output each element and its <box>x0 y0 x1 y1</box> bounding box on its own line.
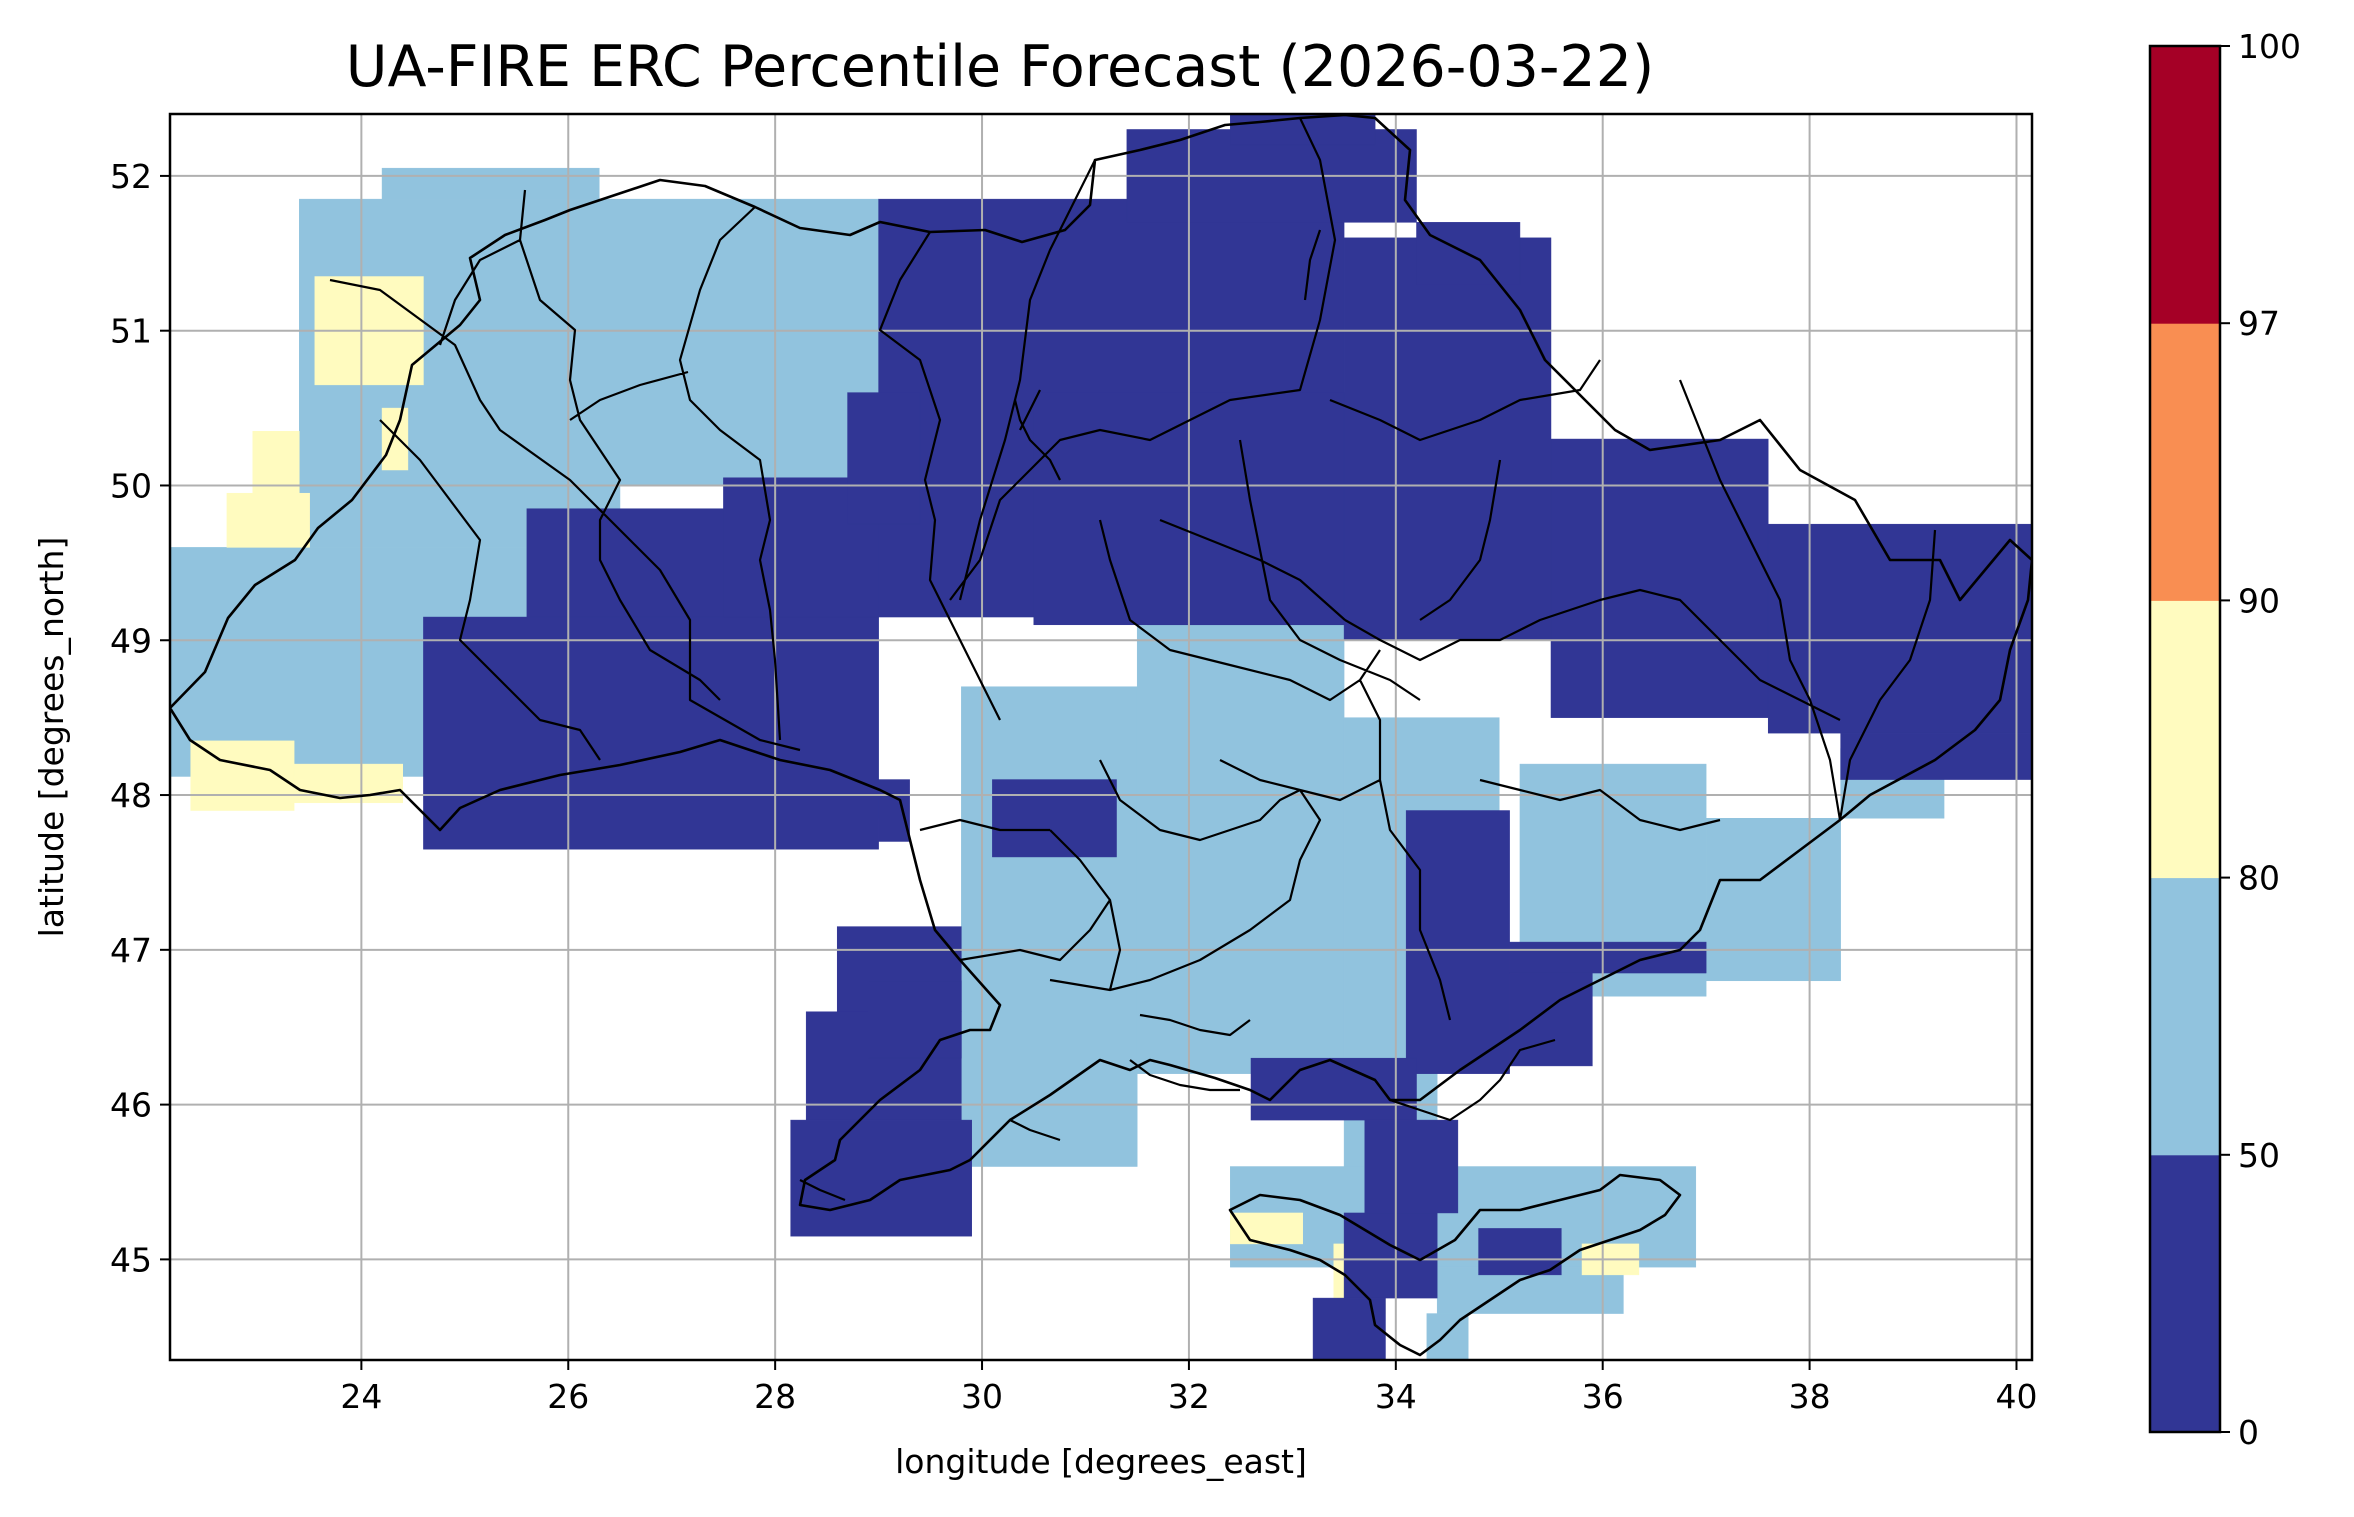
raster-cell-block <box>878 779 910 842</box>
raster-cell-block <box>790 1119 972 1237</box>
colorbar-segment <box>2150 600 2220 879</box>
colorbar-tick-label: 97 <box>2238 304 2280 343</box>
raster-cell-block <box>381 167 600 200</box>
x-tick-label: 34 <box>1375 1377 1417 1416</box>
x-tick-label: 38 <box>1789 1377 1831 1416</box>
colorbar-tick-label: 80 <box>2238 859 2280 898</box>
raster-cell-block <box>1767 523 2032 734</box>
plot-frame <box>168 112 2034 1362</box>
raster-cell-block <box>1312 1297 1386 1360</box>
x-axis-ticks: 24 26 28 30 32 34 36 38 40 <box>340 1360 2037 1416</box>
raster-cell-block <box>1550 438 1769 718</box>
x-tick-label: 40 <box>1995 1377 2037 1416</box>
raster-cell-block <box>1405 810 1510 1074</box>
raster-cell-block <box>1230 114 1376 146</box>
x-tick-label: 36 <box>1582 1377 1624 1416</box>
colorbar-tick-label: 50 <box>2238 1136 2280 1175</box>
y-tick-label: 49 <box>110 621 152 660</box>
raster-cell-block <box>1840 732 2032 780</box>
crimea-border <box>1228 1173 1682 1357</box>
y-axis-ticks: 45 46 47 48 49 50 51 52 <box>110 157 170 1279</box>
raster-cell-block <box>1426 1313 1469 1360</box>
x-tick-label: 24 <box>340 1377 382 1416</box>
raster-cell-block <box>868 980 962 1059</box>
raster-cell-block <box>847 392 921 525</box>
colorbar: 0 50 80 90 97 100 <box>2148 27 2301 1452</box>
colorbar-tick-label: 100 <box>2238 27 2301 66</box>
y-tick-label: 45 <box>110 1240 152 1279</box>
y-tick-label: 52 <box>110 157 152 196</box>
colorbar-segment <box>2150 46 2220 324</box>
raster-cell-block <box>961 686 1138 1167</box>
raster-cell-block <box>1509 972 1593 1067</box>
y-tick-label: 50 <box>110 466 152 505</box>
raster-cell-block <box>1478 1228 1562 1276</box>
raster-cell-block <box>1343 237 1552 641</box>
country-border <box>170 114 2032 1212</box>
raster-cell-block <box>1509 941 1707 974</box>
raster-cell-block <box>1250 1057 1417 1121</box>
y-axis-label: latitude [degrees_north] <box>32 537 71 938</box>
x-tick-label: 28 <box>754 1377 796 1416</box>
y-tick-label: 51 <box>110 312 152 351</box>
colorbar-segment <box>2150 323 2220 601</box>
x-tick-label: 30 <box>961 1377 1003 1416</box>
y-tick-label: 47 <box>110 931 152 970</box>
admin-boundaries <box>170 114 2032 1357</box>
colorbar-tick-label: 0 <box>2238 1413 2259 1452</box>
y-tick-label: 46 <box>110 1086 152 1125</box>
raster-cell-block <box>226 492 310 548</box>
x-tick-label: 26 <box>547 1377 589 1416</box>
chart-title: UA-FIRE ERC Percentile Forecast (2026-03… <box>346 34 1654 100</box>
colorbar-segment <box>2150 877 2220 1156</box>
colorbar-frame <box>2148 44 2222 1434</box>
colorbar-tick-label: 90 <box>2238 581 2280 620</box>
x-axis-label: longitude [degrees_east] <box>895 1442 1307 1481</box>
oblast-borders <box>329 117 1937 1021</box>
x-tick-label: 32 <box>1168 1377 1210 1416</box>
azov-coast <box>799 1013 1556 1202</box>
raster-cell-block <box>1136 624 1345 1074</box>
raster-cell-block <box>1364 1119 1459 1214</box>
raster-cell-block <box>992 779 1117 858</box>
map-plot-area <box>168 112 2034 1362</box>
colorbar-segment <box>2150 1154 2220 1433</box>
raster-cell-block <box>423 616 879 850</box>
raster-cell-block <box>381 407 409 471</box>
raster-cell-block <box>252 431 300 494</box>
raster-cell-block <box>1705 818 1841 982</box>
y-tick-label: 48 <box>110 776 152 815</box>
dnipro-river <box>1013 229 1322 481</box>
